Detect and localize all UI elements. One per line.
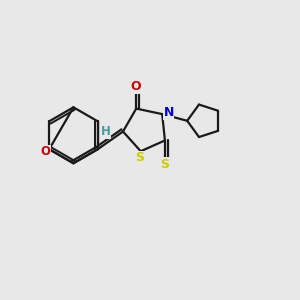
Text: S: S	[135, 151, 144, 164]
Text: N: N	[164, 106, 174, 119]
Text: O: O	[130, 80, 141, 93]
Text: H: H	[101, 125, 111, 138]
Text: O: O	[41, 145, 51, 158]
Text: S: S	[160, 158, 169, 170]
